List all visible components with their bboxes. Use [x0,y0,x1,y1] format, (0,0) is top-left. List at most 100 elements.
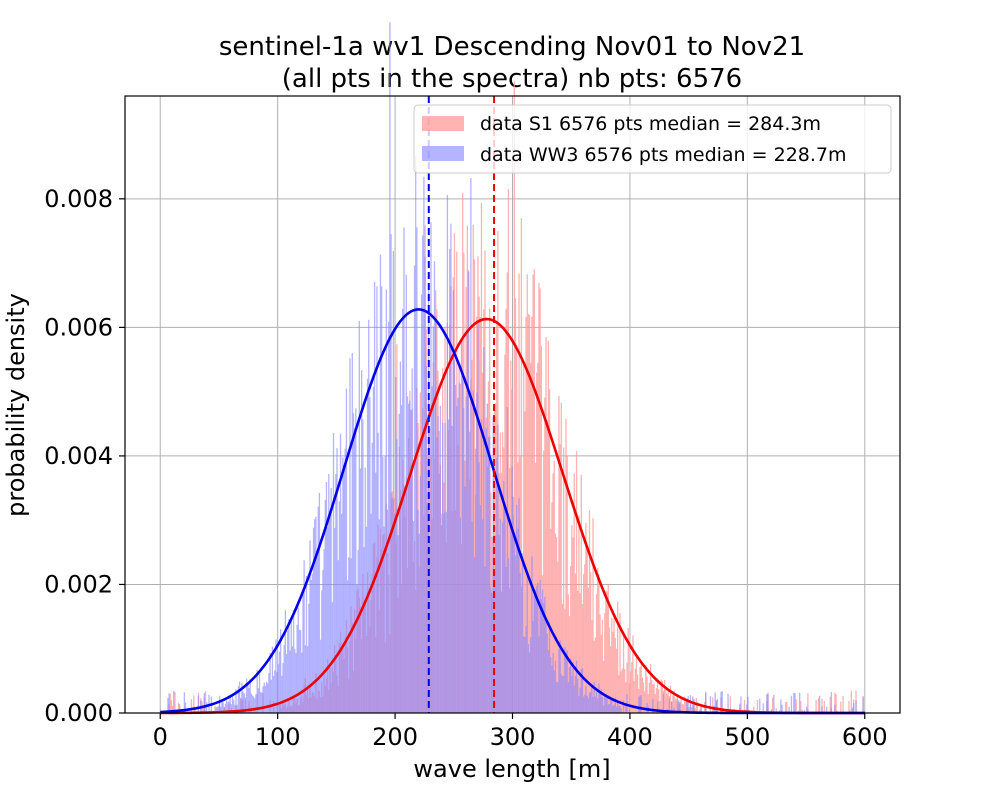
histogram-bar [835,694,837,713]
histogram-bar [715,700,717,713]
histogram-bar [821,698,823,713]
x-tick-label: 200 [372,723,418,751]
histogram-bar [464,486,466,713]
histogram-bar [525,317,527,713]
histogram-bar [544,596,546,713]
histogram-bar [527,313,530,713]
histogram-bar [842,695,844,713]
histogram-bar [402,308,404,713]
histogram-bar [518,273,520,713]
histogram-bar [410,409,412,713]
histogram-bar [612,706,614,713]
histogram-bar [167,698,169,713]
histogram-bar [383,526,385,713]
histogram-bar [679,701,681,713]
histogram-bar [579,593,581,713]
histogram-bar [382,456,384,713]
histogram-bar [465,396,467,713]
histogram-bar [483,347,485,713]
histogram-bar [652,698,654,713]
histogram-bar [633,681,635,713]
histogram-bar [546,633,548,713]
histogram-bar [298,629,301,713]
histogram-bar [523,361,525,713]
histogram-bar [593,681,595,713]
histogram-bar [595,690,598,713]
histogram-bar [545,618,547,713]
histogram-bar [545,337,547,713]
histogram-bar [476,392,478,713]
histogram-bar [790,695,793,713]
histogram-bar [566,650,568,713]
y-tick-label: 0.000 [44,699,113,727]
histogram-bar [580,668,582,713]
histogram-bar [526,576,528,713]
histogram-bar [194,706,196,713]
histogram-bar [548,389,551,713]
histogram-bar [540,599,542,713]
histogram-bar [484,566,486,713]
histogram-bar [256,669,258,713]
histogram-bar [746,704,748,713]
histogram-bar [311,573,314,713]
histogram-bar [228,701,230,713]
histogram-bar [682,704,685,713]
histogram-bar [395,377,397,713]
histogram-bar [336,448,338,713]
histogram-bar [646,676,648,713]
histogram-bar [566,455,568,713]
histogram-bar [203,693,205,713]
histogram-bar [612,631,614,713]
histogram-bar [673,707,675,713]
histogram-bar [598,573,600,713]
histogram-bar [417,509,419,713]
histogram-bar [278,651,281,713]
histogram-bar [439,405,442,713]
histogram-bar [663,679,666,713]
histogram-bar [690,707,693,713]
histogram-bar [491,592,493,713]
median-lines [427,96,496,713]
histogram-bar [619,705,621,713]
histogram-bar [557,682,559,713]
histogram-bar [473,557,476,713]
histogram-bar [652,684,654,713]
histogram-bar [520,218,523,713]
histogram-bar [716,699,719,713]
histogram-bar [559,444,561,713]
histogram-bar [636,674,639,713]
histogram-bar [274,670,276,713]
histogram-bar [585,685,587,713]
histogram-bar [700,706,702,713]
histogram-bar [535,586,538,713]
histogram-bar [588,692,591,713]
histogram-bar [578,515,580,713]
histogram-bar [216,707,218,713]
histogram-bar [438,473,440,713]
histogram-bar [818,695,821,713]
histogram-bar [862,696,864,713]
histogram-bar [586,546,588,713]
histogram-bar [640,661,642,713]
histogram-bar [639,695,641,713]
histogram-bar [411,368,413,713]
histogram-bar [487,436,490,713]
histogram-bar [558,395,560,713]
histogram-bar [520,586,523,713]
histogram-bar [433,261,436,713]
histogram-bar [626,662,628,713]
histogram-bar [605,693,607,713]
histogram-bar [555,682,558,713]
histogram-bar [594,696,597,713]
histogram-bar [501,522,504,713]
histogram-bar [317,506,319,713]
histogram-bar [318,492,321,713]
histogram-bar [268,672,270,713]
chart-title-line2: (all pts in the spectra) nb pts: 6576 [282,64,742,94]
histogram-bar [400,404,403,713]
histogram-bar [533,591,535,713]
histogram-bar [687,696,689,713]
histogram-bar [574,573,577,713]
histogram-bar [531,556,533,713]
histogram-bar [532,274,534,713]
